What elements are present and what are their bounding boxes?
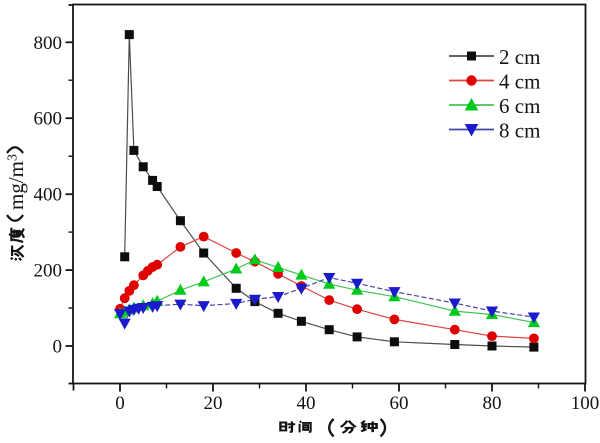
svg-text:80: 80 (483, 393, 502, 414)
svg-text:2 cm: 2 cm (499, 45, 540, 69)
svg-text:0: 0 (53, 337, 63, 358)
svg-text:6 cm: 6 cm (499, 94, 540, 118)
svg-text:60: 60 (390, 393, 409, 414)
svg-text:200: 200 (34, 261, 63, 282)
svg-text:600: 600 (34, 109, 63, 130)
svg-text:800: 800 (34, 33, 63, 54)
svg-text:40: 40 (297, 393, 316, 414)
svg-text:8 cm: 8 cm (499, 119, 540, 143)
svg-text:100: 100 (571, 393, 600, 414)
svg-text:20: 20 (204, 393, 223, 414)
svg-text:4 cm: 4 cm (499, 70, 540, 94)
svg-text:0: 0 (115, 393, 125, 414)
svg-text:400: 400 (34, 185, 63, 206)
svg-text:mg/m3: mg/m3 (4, 154, 28, 210)
